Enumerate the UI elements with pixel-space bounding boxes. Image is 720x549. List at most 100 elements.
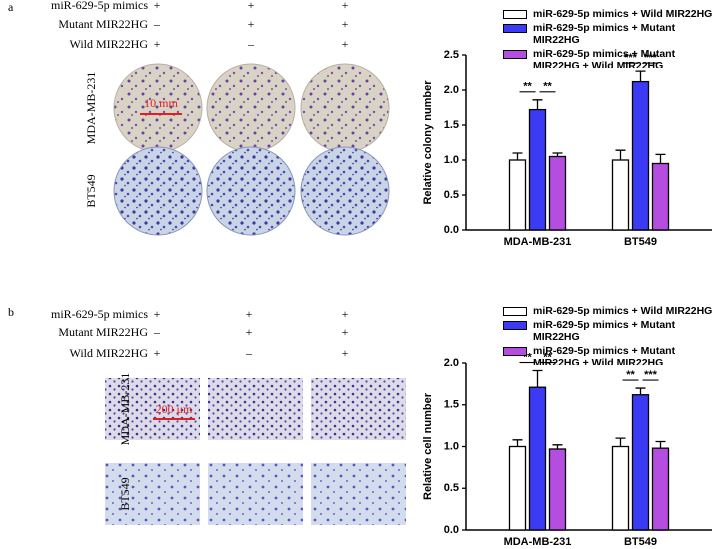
condition-name: miR-629-5p mimics <box>51 0 148 12</box>
legend-box: miR-629-5p mimics + Wild MIR22HG miR-629-… <box>503 305 718 365</box>
legend-label: miR-629-5p mimics + Mutant MIR22HG <box>533 22 676 46</box>
scale-bar-label: 10 mm <box>144 96 178 110</box>
legend-swatch <box>503 24 527 33</box>
legend-entry: miR-629-5p mimics + Wild MIR22HG <box>503 305 718 317</box>
legend-label: miR-629-5p mimics + Mutant MIR22HG + Wil… <box>533 345 676 365</box>
y-axis-title: Relative colony number <box>422 80 434 205</box>
condition-name: Mutant MIR22HG <box>58 325 148 339</box>
x-tick-label: MDA-MB-231 <box>504 536 572 548</box>
condition-mark: – <box>245 346 253 360</box>
error-bar <box>532 99 543 110</box>
legend-label: miR-629-5p mimics + Wild MIR22HG <box>533 8 713 20</box>
colony-plate <box>300 146 390 236</box>
micrograph <box>311 378 406 440</box>
error-bar <box>512 152 523 160</box>
row-label: MDA-MB-231 <box>84 72 98 145</box>
legend-swatch <box>503 10 527 19</box>
bar <box>631 80 650 231</box>
error-bar <box>655 440 666 449</box>
x-tick-label: BT549 <box>624 536 657 548</box>
y-tick-label: 2.5 <box>444 49 459 61</box>
y-tick-label: 0.0 <box>444 224 459 236</box>
condition-mark: + <box>154 346 161 360</box>
y-tick-label: 0.0 <box>444 524 459 536</box>
legend-label: miR-629-5p mimics + Wild MIR22HG <box>533 305 713 317</box>
micrograph <box>311 463 406 525</box>
micrograph <box>208 378 303 440</box>
plates <box>113 63 390 236</box>
bar <box>651 447 670 531</box>
bar <box>611 159 630 231</box>
error-bar <box>512 439 523 447</box>
y-tick-label: 2.0 <box>444 357 459 369</box>
micrograph <box>105 378 200 440</box>
legend-entry: miR-629-5p mimics + Wild MIR22HG <box>503 8 718 20</box>
legend-swatch <box>503 321 527 330</box>
condition-mark: + <box>154 307 161 321</box>
condition-mark: + <box>248 0 255 12</box>
bar <box>508 445 527 531</box>
condition-name: Wild MIR22HG <box>69 37 148 51</box>
legend-swatch <box>503 347 527 356</box>
panel-label: b <box>8 305 14 319</box>
legend-entry: miR-629-5p mimics + Mutant MIR22HG <box>503 319 718 343</box>
y-tick-label: 2.0 <box>444 84 459 96</box>
bar <box>528 108 547 231</box>
condition-mark: + <box>342 0 349 12</box>
legend-label: miR-629-5p mimics + Mutant MIR22HG <box>533 319 676 343</box>
row-label: MDA-MB-231 <box>118 373 132 446</box>
significance-label: ** <box>543 351 552 363</box>
y-tick-label: 0.5 <box>444 189 459 201</box>
error-bar <box>532 369 543 388</box>
error-bar <box>615 437 626 447</box>
bar <box>548 155 567 231</box>
error-bar <box>635 387 646 395</box>
bar-chart: 0.0 0.5 1.0 1.5 2.0 2.5 Relative colony number… <box>422 8 718 248</box>
x-tick-label: MDA-MB-231 <box>504 236 572 248</box>
bar <box>651 162 670 231</box>
condition-mark: + <box>342 307 349 321</box>
bar <box>548 448 567 531</box>
colony-plate <box>113 146 203 236</box>
significance-label: *** <box>644 369 658 381</box>
y-tick-label: 1.0 <box>444 440 459 452</box>
legend: miR-629-5p mimics + Wild MIR22HG miR-629-… <box>503 8 718 68</box>
condition-mark: + <box>342 325 349 339</box>
y-tick-label: 0.5 <box>444 482 459 494</box>
condition-mark: + <box>154 37 161 51</box>
legend-box: miR-629-5p mimics + Wild MIR22HG miR-629-… <box>503 8 718 68</box>
condition-mark: + <box>342 17 349 31</box>
condition-mark: + <box>154 0 161 12</box>
bar <box>611 445 630 531</box>
colony-plate <box>300 63 390 153</box>
error-bar <box>655 153 666 164</box>
legend-entry: miR-629-5p mimics + Mutant MIR22HG + Wil… <box>503 345 718 365</box>
error-bar <box>552 444 563 450</box>
micrographs <box>105 378 406 525</box>
significance-label: ** <box>626 369 635 381</box>
x-tick-label: BT549 <box>624 236 657 248</box>
bar <box>508 159 527 231</box>
y-axis-title: Relative cell number <box>422 392 434 500</box>
y-tick-label: 1.0 <box>444 154 459 166</box>
error-bar <box>635 70 646 82</box>
significance-label: ** <box>543 81 552 93</box>
bar <box>528 386 547 531</box>
scale-bar-label: 200 μm <box>156 402 193 416</box>
row-label: BT549 <box>118 477 132 510</box>
condition-mark: + <box>342 37 349 51</box>
legend-swatch <box>503 307 527 316</box>
significance-label: ** <box>523 351 532 363</box>
legend: miR-629-5p mimics + Wild MIR22HG miR-629-… <box>503 305 718 365</box>
colony-plate <box>206 63 296 153</box>
micrograph <box>105 463 200 525</box>
panel-label: a <box>8 0 14 14</box>
legend-swatch <box>503 50 527 59</box>
condition-mark: + <box>246 307 253 321</box>
row-label: BT549 <box>84 174 98 207</box>
bar-chart: 0.0 0.5 1.0 1.5 2.0 Relative cell number MDA-M… <box>422 305 718 548</box>
condition-mark: + <box>342 346 349 360</box>
legend-entry: miR-629-5p mimics + Mutant MIR22HG <box>503 22 718 46</box>
legend-label: miR-629-5p mimics + Mutant MIR22HG + Wil… <box>533 48 676 68</box>
